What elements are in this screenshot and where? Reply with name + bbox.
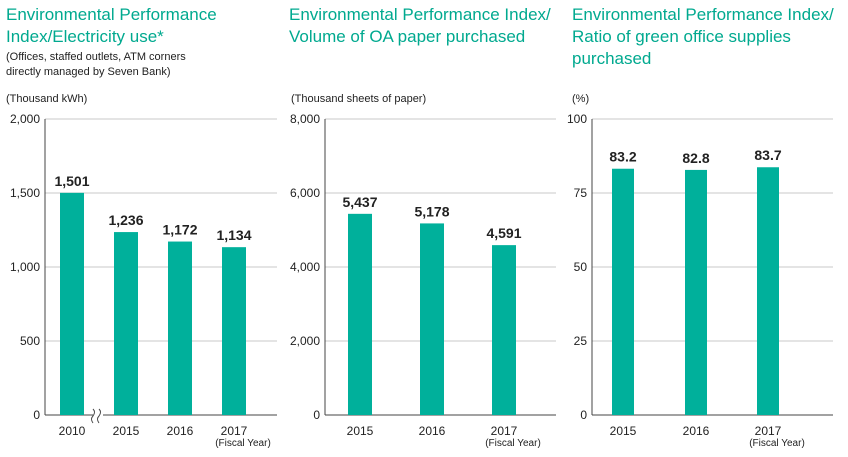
chart-1-value-label: 1,172 [162,222,197,238]
chart-3-category-label: 2015 [610,424,637,438]
chart-1-unit-label: (Thousand kWh) [6,93,88,105]
chart-2-y-tick-label: 2,000 [290,334,320,348]
chart-3-title-line-1: Environmental Performance Index/ [572,5,834,24]
chart-1-value-label: 1,501 [54,173,89,189]
chart-2-category-label: 2016 [419,424,446,438]
chart-3-value-label: 83.7 [754,147,781,163]
chart-1-subtitle-line-1: (Offices, staffed outlets, ATM corners [6,51,186,63]
chart-2-category-label: 2017 [491,424,518,438]
chart-1-subtitle: (Offices, staffed outlets, ATM corners d… [6,50,186,80]
chart-1-bar [168,241,192,415]
chart-3-title: Environmental Performance Index/ Ratio o… [572,4,834,70]
chart-1-y-tick-label: 1,500 [10,186,40,200]
chart-3-y-tick-label: 75 [574,186,588,200]
chart-3-title-line-3: purchased [572,49,652,68]
chart-3-bar [685,169,707,415]
chart-2-y-tick-label: 0 [313,408,320,422]
chart-2-y-tick-label: 6,000 [290,186,320,200]
chart-1-category-label: 2015 [113,424,140,438]
chart-2-title-line-1: Environmental Performance Index/ [289,5,551,24]
chart-1-bar [114,232,138,415]
chart-3-unit-label: (%) [572,93,590,105]
chart-3-value-label: 83.2 [609,149,636,165]
chart-3-category-label: 2017 [755,424,782,438]
chart-2-fiscal-year-label: (Fiscal Year) [485,438,541,449]
chart-1-title-line-1: Environmental Performance [6,5,217,24]
chart-2-category-label: 2015 [347,424,374,438]
chart-3-bar [612,168,634,415]
chart-3-bar [757,167,779,415]
chart-2-y-tick-label: 8,000 [290,112,320,126]
axis-break-mask [93,409,103,423]
chart-1-category-label: 2010 [59,424,86,438]
chart-1-y-tick-label: 0 [33,408,40,422]
chart-1-fiscal-year-label: (Fiscal Year) [215,438,271,449]
chart-1-category-label: 2017 [221,424,248,438]
chart-1-title: Environmental Performance Index/Electric… [6,4,217,48]
chart-1-value-label: 1,236 [108,212,143,228]
chart-1-value-label: 1,134 [216,227,251,243]
chart-2-value-label: 4,591 [486,225,521,241]
chart-3-value-label: 82.8 [682,150,709,166]
chart-3-fiscal-year-label: (Fiscal Year) [749,438,805,449]
chart-1-y-tick-label: 500 [20,334,40,348]
axis-break-mark-right [97,408,101,424]
chart-1-bar [60,192,84,415]
chart-1-y-tick-label: 2,000 [10,112,40,126]
chart-1-subtitle-line-2: directly managed by Seven Bank) [6,66,171,78]
chart-2-value-label: 5,437 [342,194,377,210]
chart-3-y-tick-label: 50 [574,260,588,274]
chart-3-y-tick-label: 100 [567,112,587,126]
chart-2-unit-label: (Thousand sheets of paper) [291,93,427,105]
chart-3-y-tick-label: 0 [580,408,587,422]
chart-2-y-tick-label: 4,000 [290,260,320,274]
chart-1-title-line-2: Index/Electricity use* [6,27,164,46]
chart-2-title-line-2: Volume of OA paper purchased [289,27,526,46]
chart-2-value-label: 5,178 [414,203,449,219]
chart-3-title-line-2: Ratio of green office supplies [572,27,791,46]
axis-break-mark-left [91,408,95,424]
chart-3-category-label: 2016 [683,424,710,438]
chart-1-y-tick-label: 1,000 [10,260,40,274]
chart-2-bar [348,213,372,415]
chart-2-bar [492,245,516,415]
chart-2-bar [420,223,444,415]
chart-2-title: Environmental Performance Index/ Volume … [289,4,551,48]
chart-1-bar [222,247,246,415]
chart-3-y-tick-label: 25 [574,334,588,348]
chart-1-category-label: 2016 [167,424,194,438]
